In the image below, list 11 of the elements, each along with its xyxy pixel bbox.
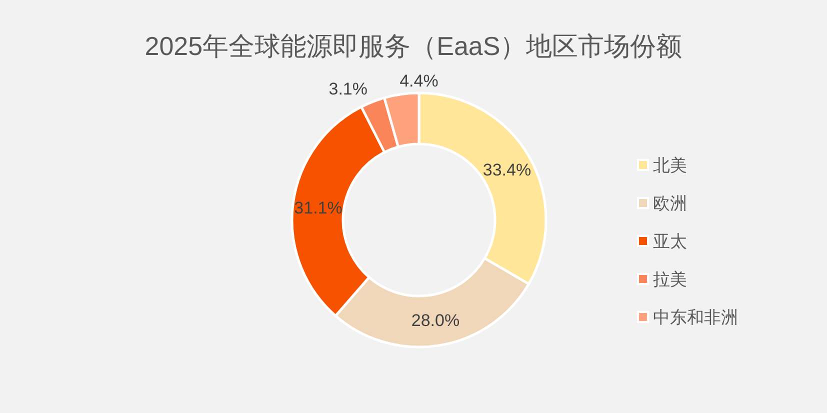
data-label: 3.1% — [328, 80, 368, 99]
chart-title: 2025年全球能源即服务（EaaS）地区市场份额 — [144, 31, 682, 61]
data-label: 31.1% — [294, 198, 342, 218]
legend-label: 欧洲 — [653, 194, 687, 213]
data-label: 33.4% — [482, 160, 532, 180]
legend-label: 中东和非洲 — [653, 308, 738, 327]
data-label: 4.4% — [400, 71, 438, 90]
data-label: 28.0% — [411, 311, 460, 330]
legend-label: 亚太 — [653, 232, 687, 251]
legend-label: 拉美 — [653, 270, 687, 289]
legend-label: 北美 — [653, 156, 687, 175]
